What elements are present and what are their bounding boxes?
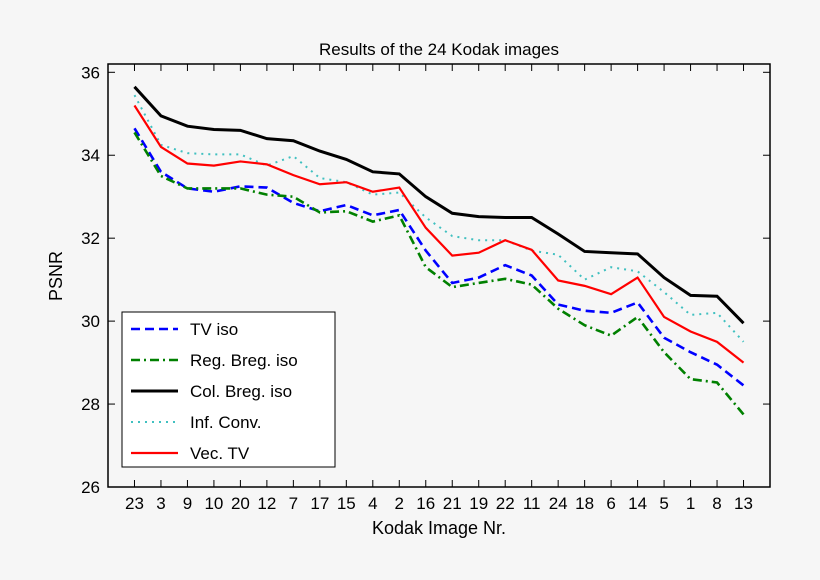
x-tick-label: 15 [337, 494, 356, 513]
x-tick-label: 13 [734, 494, 753, 513]
x-tick-label: 1 [686, 494, 695, 513]
legend: TV iso Reg. Breg. iso Col. Breg. iso Inf. C… [121, 311, 336, 468]
x-tick-label: 6 [606, 494, 615, 513]
x-tick-label: 4 [368, 494, 377, 513]
x-tick-label: 8 [712, 494, 721, 513]
y-tick-label: 28 [81, 395, 100, 414]
x-tick-label: 24 [549, 494, 568, 513]
legend-label: TV iso [190, 320, 238, 339]
x-axis-label: Kodak Image Nr. [372, 518, 506, 538]
legend-label: Inf. Conv. [190, 413, 262, 432]
x-tick-label: 7 [289, 494, 298, 513]
x-tick-label: 16 [416, 494, 435, 513]
x-tick-label: 2 [395, 494, 404, 513]
x-tick-label: 21 [443, 494, 462, 513]
x-tick-label: 20 [231, 494, 250, 513]
y-tick-label: 26 [81, 478, 100, 497]
x-tick-label: 9 [183, 494, 192, 513]
y-tick-label: 36 [81, 63, 100, 82]
y-axis-label: PSNR [46, 251, 66, 301]
chart-title: Results of the 24 Kodak images [319, 40, 559, 59]
x-tick-label: 22 [496, 494, 515, 513]
x-tick-label: 10 [204, 494, 223, 513]
series-line-reg-breg-iso [133, 131, 745, 416]
x-tick-label: 19 [469, 494, 488, 513]
x-tick-label: 14 [628, 494, 647, 513]
x-tick-label: 17 [310, 494, 329, 513]
y-tick-label: 30 [81, 312, 100, 331]
x-tick-label: 5 [659, 494, 668, 513]
x-tick-label: 3 [156, 494, 165, 513]
y-tick-label: 34 [81, 146, 100, 165]
legend-label: Reg. Breg. iso [190, 351, 298, 370]
legend-label: Col. Breg. iso [190, 382, 292, 401]
x-tick-label: 11 [523, 494, 541, 513]
x-tick-label: 18 [575, 494, 594, 513]
series-line-col-breg-iso [133, 85, 745, 325]
x-tick-label: 23 [125, 494, 144, 513]
legend-label: Vec. TV [190, 444, 250, 463]
y-tick-label: 32 [81, 229, 100, 248]
x-tick-label: 12 [257, 494, 276, 513]
series-line-vec-tv [133, 104, 745, 364]
